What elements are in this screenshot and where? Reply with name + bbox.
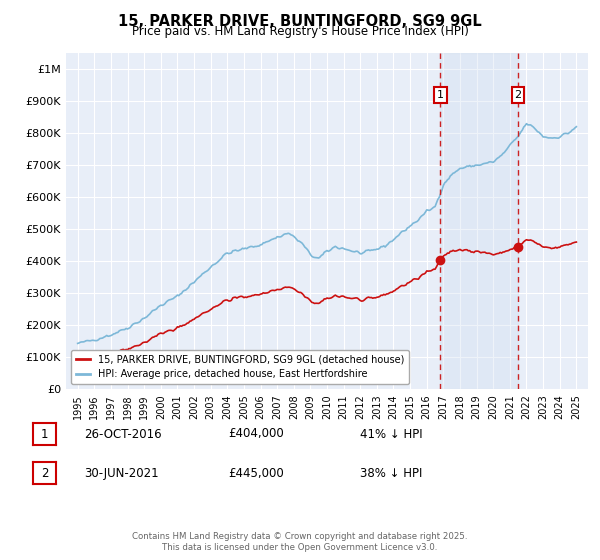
Text: 2: 2 [41,466,48,480]
Text: 38% ↓ HPI: 38% ↓ HPI [360,466,422,480]
Text: 41% ↓ HPI: 41% ↓ HPI [360,427,422,441]
Text: 1: 1 [41,427,48,441]
Bar [440,53,518,389]
Text: 2: 2 [514,90,521,100]
Text: 30-JUN-2021: 30-JUN-2021 [84,466,158,480]
Text: 15, PARKER DRIVE, BUNTINGFORD, SG9 9GL: 15, PARKER DRIVE, BUNTINGFORD, SG9 9GL [118,14,482,29]
Legend: 15, PARKER DRIVE, BUNTINGFORD, SG9 9GL (detached house), HPI: Average price, det: 15, PARKER DRIVE, BUNTINGFORD, SG9 9GL (… [71,350,409,384]
Text: Contains HM Land Registry data © Crown copyright and database right 2025.
This d: Contains HM Land Registry data © Crown c… [132,532,468,552]
Text: £404,000: £404,000 [228,427,284,441]
Text: 26-OCT-2016: 26-OCT-2016 [84,427,161,441]
Text: £445,000: £445,000 [228,466,284,480]
Text: 1: 1 [437,90,444,100]
Text: Price paid vs. HM Land Registry's House Price Index (HPI): Price paid vs. HM Land Registry's House … [131,25,469,38]
